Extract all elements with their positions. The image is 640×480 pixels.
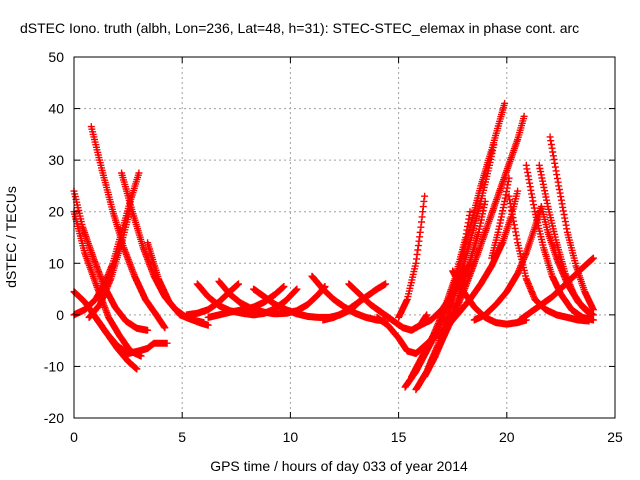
series-29-markers bbox=[488, 174, 513, 262]
y-axis-label: dSTEC / TECUs bbox=[3, 186, 19, 288]
series-6-markers bbox=[87, 123, 169, 332]
series-29 bbox=[488, 174, 513, 262]
series-5-markers bbox=[85, 205, 134, 321]
series-19 bbox=[395, 192, 429, 321]
series-9-markers bbox=[144, 239, 208, 327]
plot-frame bbox=[73, 56, 616, 419]
series-32 bbox=[546, 133, 597, 314]
series-26-markers bbox=[434, 187, 522, 339]
series-6 bbox=[87, 123, 169, 332]
x-tick-label: 10 bbox=[283, 429, 299, 445]
series-30-markers bbox=[505, 192, 593, 325]
axis-ticks bbox=[73, 56, 616, 419]
series-7 bbox=[92, 313, 171, 357]
y-tick-label: -20 bbox=[44, 410, 64, 426]
series-28-markers bbox=[470, 203, 545, 324]
series-31 bbox=[522, 161, 597, 324]
series-28 bbox=[470, 203, 545, 324]
y-tick-label: 0 bbox=[56, 307, 64, 323]
y-tick-label: 20 bbox=[48, 204, 64, 220]
y-tick-label: 10 bbox=[48, 255, 64, 271]
series-17-markers bbox=[345, 280, 431, 334]
x-tick-label: 20 bbox=[499, 429, 515, 445]
series-34 bbox=[537, 203, 597, 319]
y-tick-label: 50 bbox=[48, 49, 64, 65]
x-axis-label: GPS time / hours of day 033 of year 2014 bbox=[210, 458, 468, 474]
series-17 bbox=[345, 280, 431, 334]
x-tick-label: 5 bbox=[178, 429, 186, 445]
series-5 bbox=[85, 205, 134, 321]
chart-title: dSTEC Iono. truth (albh, Lon=236, Lat=48… bbox=[20, 20, 579, 36]
x-tick-label: 15 bbox=[391, 429, 407, 445]
series-35 bbox=[516, 254, 597, 324]
y-tick-label: 40 bbox=[48, 101, 64, 117]
x-tick-label: 25 bbox=[607, 429, 623, 445]
tick-labels: 0 5 10 15 20 25 -20 -10 0 10 20 30 40 50 bbox=[44, 49, 623, 445]
series-35-markers bbox=[516, 254, 597, 324]
series-7-markers bbox=[92, 313, 171, 357]
series-30 bbox=[505, 192, 593, 325]
data-series bbox=[70, 99, 597, 394]
series-9 bbox=[144, 239, 208, 327]
y-tick-label: -10 bbox=[44, 358, 64, 374]
series-19-markers bbox=[395, 192, 429, 321]
series-32-markers bbox=[546, 133, 597, 314]
series-31-markers bbox=[522, 161, 597, 324]
series-34-markers bbox=[537, 203, 597, 319]
y-tick-label: 30 bbox=[48, 152, 64, 168]
series-26 bbox=[434, 187, 522, 339]
x-tick-label: 0 bbox=[70, 429, 78, 445]
